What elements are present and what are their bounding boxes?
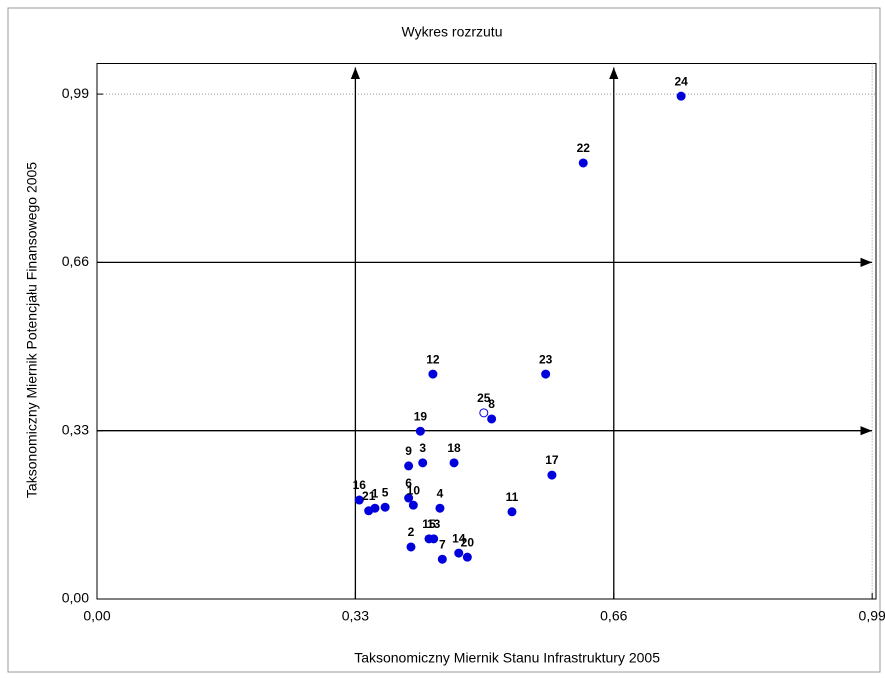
point-label: 12	[426, 352, 440, 366]
y-tick-label: 0,00	[62, 590, 89, 606]
point-label: 14	[452, 531, 466, 545]
point	[380, 502, 390, 512]
point-label: 25	[477, 391, 491, 405]
x-tick-label: 0,99	[859, 608, 885, 624]
point-label: 15	[422, 517, 436, 531]
point	[424, 534, 434, 544]
point	[418, 458, 428, 468]
point	[462, 552, 472, 562]
point-label: 17	[545, 453, 559, 467]
point-label: 20	[461, 535, 475, 549]
point-label: 19	[414, 409, 428, 423]
plot-area	[96, 63, 877, 600]
point	[435, 503, 445, 513]
point	[437, 554, 447, 564]
y-axis-label: Taksonomiczny Miernik Potencjału Finanso…	[24, 162, 40, 498]
point-label: 9	[405, 444, 412, 458]
x-tick-label: 0,66	[600, 608, 627, 624]
point	[541, 369, 551, 379]
point-label: 18	[447, 441, 461, 455]
point	[507, 507, 517, 517]
point-label: 5	[382, 485, 389, 499]
point-label: 2	[408, 525, 415, 539]
point-label: 11	[506, 490, 519, 504]
point-label: 10	[407, 483, 421, 497]
point	[449, 458, 459, 468]
point	[479, 408, 489, 418]
y-tick-label: 0,99	[62, 85, 89, 101]
x-tick-label: 0,00	[83, 608, 110, 624]
point-label: 1	[372, 486, 379, 500]
x-axis-label: Taksonomiczny Miernik Stanu Infrastruktu…	[354, 650, 660, 666]
point-label: 16	[353, 478, 367, 492]
point	[487, 414, 497, 424]
x-tick-label: 0,33	[342, 608, 369, 624]
point-label: 4	[437, 486, 444, 500]
point	[454, 548, 464, 558]
point	[354, 495, 364, 505]
point-label: 21	[362, 489, 376, 503]
chart-frame	[7, 7, 881, 673]
point-label: 24	[674, 74, 688, 88]
point-label: 8	[488, 397, 495, 411]
point	[404, 493, 414, 503]
point	[578, 158, 588, 168]
point	[364, 506, 374, 516]
point	[415, 426, 425, 436]
point-label: 6	[405, 476, 412, 490]
point	[676, 91, 686, 101]
point	[404, 461, 414, 471]
y-tick-label: 0,33	[62, 421, 89, 437]
point-label: 7	[439, 537, 446, 551]
point	[408, 500, 418, 510]
point-label: 13	[427, 517, 441, 531]
y-tick-label: 0,66	[62, 253, 89, 269]
point-label: 3	[419, 441, 426, 455]
point	[406, 542, 416, 552]
point-label: 23	[539, 352, 553, 366]
chart-title: Wykres rozrzutu	[401, 24, 502, 40]
point	[547, 470, 557, 480]
point-label: 22	[577, 141, 591, 155]
point	[428, 369, 438, 379]
